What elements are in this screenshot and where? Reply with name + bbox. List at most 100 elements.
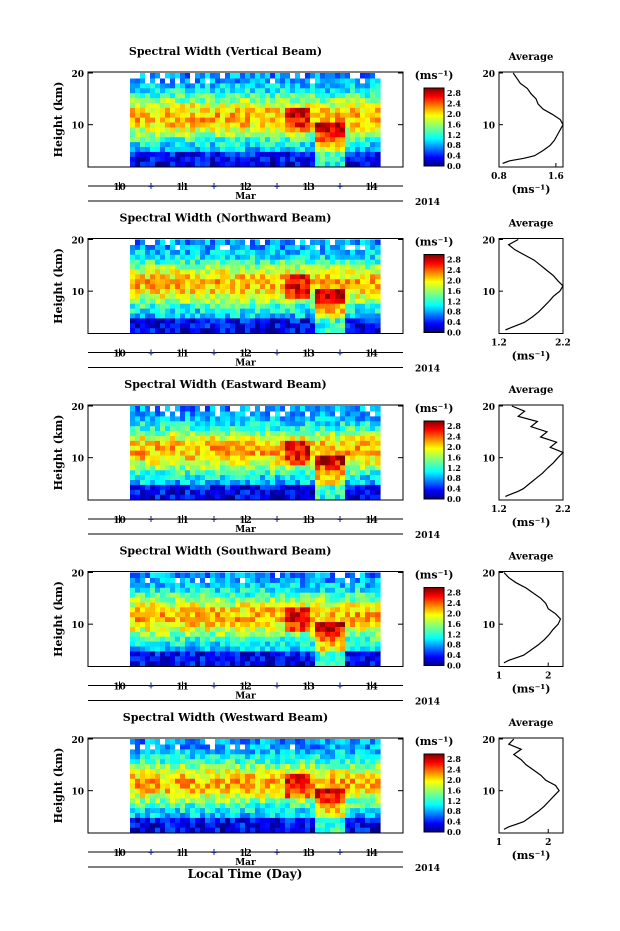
colorbar-units: (ms⁻¹) [415, 69, 454, 82]
average-profile-line [502, 72, 564, 164]
x-minor-marker: + [274, 181, 281, 191]
year-label: 2014 [415, 698, 440, 708]
x-tick-label: 14 [365, 183, 378, 193]
average-title: Average [508, 52, 554, 63]
y-tick-label: 10 [71, 455, 84, 465]
colorbar-tick-label: 1.2 [447, 296, 461, 306]
x-minor-marker: + [274, 514, 281, 524]
colorbar [423, 87, 445, 167]
colorbar-units: (ms⁻¹) [415, 735, 454, 748]
y-tick-label: 10 [71, 122, 84, 132]
average-y-tick-label: 10 [482, 122, 495, 132]
average-x-tick-label: 1 [496, 838, 502, 848]
plot-frame [87, 71, 404, 168]
average-profile-line [503, 738, 560, 830]
x-tick-label: 11 [176, 516, 189, 526]
colorbar-tick-label: 0.0 [447, 161, 461, 171]
x-minor-marker: + [274, 348, 281, 358]
average-frame [498, 71, 564, 168]
average-title: Average [508, 219, 554, 230]
x-minor-marker: + [211, 847, 218, 857]
average-x-tick-label: 2 [545, 672, 551, 682]
x-tick-label: 14 [365, 849, 378, 859]
colorbar-tick-label: 0.0 [447, 661, 461, 671]
chart-panel-4: Spectral Width (Westward Beam) 10 20 Height… [52, 711, 564, 874]
x-minor-marker: + [274, 681, 281, 691]
x-minor-marker: + [337, 348, 344, 358]
average-y-tick-label: 10 [482, 288, 495, 298]
average-title: Average [508, 718, 554, 729]
y-ticks: 10 20 [71, 736, 403, 798]
y-tick-label: 20 [71, 570, 84, 580]
colorbar-units: (ms⁻¹) [415, 236, 454, 249]
colorbar-tick-label: 1.6 [447, 619, 461, 629]
x-tick-label: 14 [365, 683, 378, 693]
colorbar-tick-label: 2.0 [447, 775, 461, 785]
colorbar-tick-label: 0.8 [447, 473, 461, 483]
x-minor-marker: + [148, 514, 155, 524]
average-y-tick-label: 20 [482, 570, 495, 580]
average-x-tick-label: 1.2 [491, 339, 507, 349]
average-y-tick-label: 20 [482, 403, 495, 413]
average-frame [498, 737, 564, 834]
x-minor-marker: + [274, 847, 281, 857]
average-profile-line [505, 405, 565, 497]
average-y-tick-label: 20 [482, 237, 495, 247]
average-xlabel: (ms⁻¹) [512, 350, 551, 363]
colorbar-tick-label: 2.4 [447, 598, 461, 608]
x-tick-label: 10 [113, 849, 126, 859]
average-x-tick-label: 1 [496, 672, 502, 682]
colorbar-tick-label: 2.4 [447, 432, 461, 442]
x-tick-label: 12 [239, 516, 252, 526]
y-ticks: 10 20 [71, 70, 403, 132]
colorbar-tick-label: 1.6 [447, 119, 461, 129]
x-tick-label: 10 [113, 183, 126, 193]
heatmap-cells [130, 572, 381, 667]
average-xlabel: (ms⁻¹) [512, 183, 551, 196]
x-minor-marker: + [337, 681, 344, 691]
x-ticks: + + + +10 11 12 13 14 [113, 348, 378, 360]
y-tick-label: 10 [71, 621, 84, 631]
x-tick-label: 10 [113, 516, 126, 526]
chart-title: Spectral Width (Southward Beam) [119, 545, 331, 558]
colorbar-tick-label: 1.6 [447, 452, 461, 462]
x-axis-label: Mar [235, 525, 256, 535]
colorbar [423, 254, 445, 333]
colorbar-tick-label: 2.8 [447, 255, 461, 265]
heatmap-cells [130, 239, 381, 334]
chart-panel-3: Spectral Width (Southward Beam) 10 20 Heigh… [52, 545, 564, 708]
average-y-tick-label: 10 [482, 621, 495, 631]
x-minor-marker: + [337, 181, 344, 191]
y-axis-label: Height (km) [52, 581, 65, 657]
average-xlabel: (ms⁻¹) [512, 683, 551, 696]
colorbar-tick-label: 0.8 [447, 640, 461, 650]
average-xlabel: (ms⁻¹) [512, 849, 551, 862]
x-tick-label: 11 [176, 683, 189, 693]
y-tick-label: 20 [71, 237, 84, 247]
average-x-tick-label: 1.2 [491, 505, 507, 515]
average-y-tick-label: 10 [482, 788, 495, 798]
x-tick-label: 13 [302, 183, 315, 193]
colorbar-tick-label: 2.0 [447, 109, 461, 119]
x-tick-label: 14 [365, 516, 378, 526]
plot-frame [87, 238, 404, 334]
average-title: Average [508, 552, 554, 563]
colorbar-tick-label: 0.4 [447, 484, 461, 494]
average-y-tick-label: 20 [482, 736, 495, 746]
heatmap-cells [130, 739, 381, 833]
colorbar-tick-label: 0.0 [447, 494, 461, 504]
colorbar-ticks: 0.00.40.81.21.62.02.42.8 [447, 588, 461, 671]
x-tick-label: 13 [302, 350, 315, 360]
x-ticks: + + + +10 11 12 13 14 [113, 514, 378, 526]
x-ticks: + + + +10 11 12 13 14 [113, 181, 378, 193]
x-tick-label: 13 [302, 516, 315, 526]
average-x-tick-label: 0.8 [491, 172, 507, 182]
y-axis-label: Height (km) [52, 248, 65, 324]
x-minor-marker: + [211, 181, 218, 191]
heatmap-cells [130, 406, 381, 500]
colorbar [423, 420, 445, 500]
y-tick-label: 20 [71, 403, 84, 413]
colorbar-ticks: 0.00.40.81.21.62.02.42.8 [447, 754, 461, 837]
colorbar-ticks: 0.00.40.81.21.62.02.42.8 [447, 255, 461, 338]
